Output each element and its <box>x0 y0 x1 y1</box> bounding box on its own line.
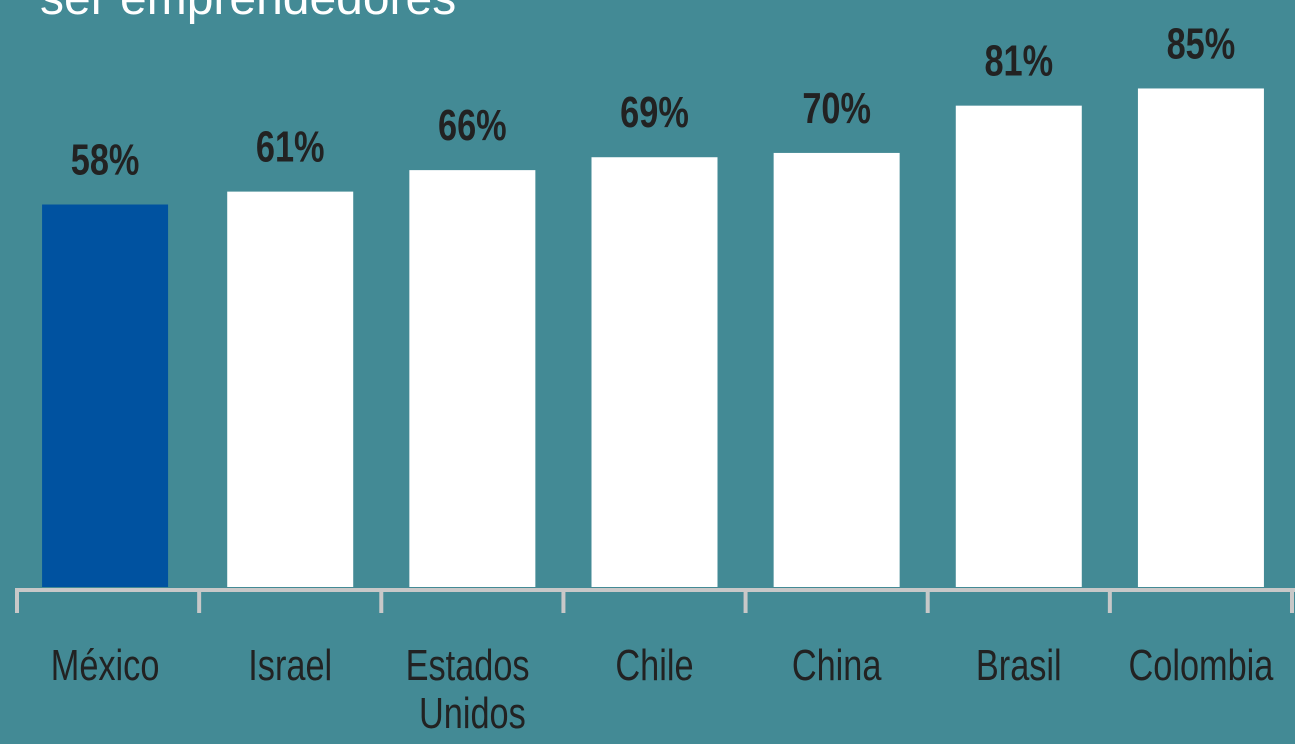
bar <box>1137 88 1264 588</box>
bar <box>591 157 718 587</box>
value-label: 70% <box>802 84 871 133</box>
x-tick-label: Colombia <box>1128 641 1273 690</box>
x-tick-label: Chile <box>615 641 693 690</box>
bar <box>42 204 169 587</box>
value-label: 61% <box>256 123 325 172</box>
bar <box>773 152 900 587</box>
value-label: 58% <box>71 135 140 184</box>
value-label: 69% <box>620 88 689 137</box>
x-tick-label: Israel <box>248 641 332 690</box>
bar <box>227 191 354 587</box>
value-label: 85% <box>1167 19 1236 68</box>
x-tick-label: México <box>51 641 160 690</box>
x-tick-label: Brasil <box>976 641 1062 690</box>
x-tick-label: China <box>792 641 882 690</box>
value-label: 81% <box>984 37 1053 86</box>
value-label: 66% <box>438 101 507 150</box>
bar <box>409 170 536 587</box>
x-tick-label: Estados Unidos <box>406 641 539 738</box>
chart-title: ser emprendedores <box>40 0 456 25</box>
bar <box>955 105 1082 587</box>
